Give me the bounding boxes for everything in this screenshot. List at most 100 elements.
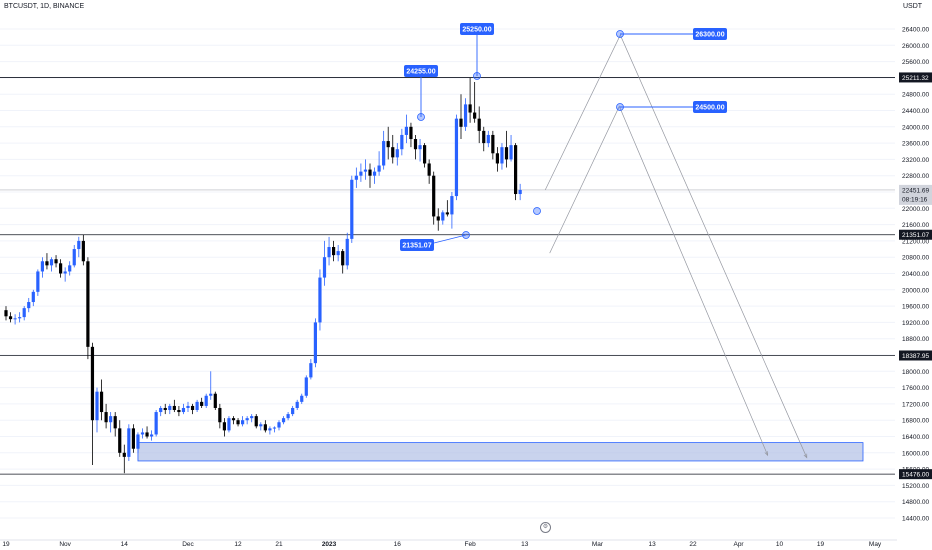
candle-body [122,452,126,457]
time-tick-label: 13 [521,541,529,548]
time-tick-label: Mar [592,541,604,548]
candle-body [495,153,499,164]
candle-body [509,145,513,160]
candle-body [286,414,290,419]
callout-24255-label: 24255.00 [406,69,435,76]
candle-body [109,416,113,423]
callout-25250-box [460,23,494,35]
price-tick-label: 20000.00 [902,287,929,294]
price-tick-label: 22000.00 [902,206,929,213]
time-tick-label: Nov [59,541,71,548]
candle-body [159,407,163,413]
price-tick-label: 14800.00 [902,499,929,506]
level-price-label: 21351.07 [902,232,929,239]
callout-24255-box [404,65,438,77]
candle-body [386,141,390,148]
callout-21351-box [400,239,434,251]
time-tick-label: 22 [689,541,697,548]
candle-body [450,196,454,215]
candle-body [350,179,354,239]
price-tick-label: 16000.00 [902,450,929,457]
candle-body [90,346,95,421]
candle-body [236,420,240,425]
candle-body [136,434,140,449]
gear-icon[interactable]: ⚙ [540,522,551,533]
price-tick-label: 20800.00 [902,255,929,262]
candle-body [99,391,104,413]
candle-body [486,134,490,144]
candle-body [127,428,131,457]
candle-body [86,261,90,347]
candle-body [213,393,217,408]
callout-24255-anchor [417,113,425,121]
candle-body [313,322,317,364]
candle-body [441,212,445,221]
candle-body [59,263,63,274]
candle-body [254,416,258,427]
price-axis[interactable]: 26400.0026000.0025600.0025200.0024800.00… [897,0,932,550]
horizontal-levels [0,77,895,475]
candle-body [222,422,226,431]
candle-body [504,147,509,160]
candle-body [231,418,236,421]
candle-body [291,407,295,415]
candle-body [181,407,186,413]
candle-body [259,424,263,427]
price-tick-label: 25600.00 [902,59,929,66]
candle-body [36,271,40,292]
candle-body [427,163,431,176]
price-tick-label: 18800.00 [902,336,929,343]
candle-body [4,310,8,317]
candle-body [45,261,49,266]
time-axis[interactable]: 19 Nov 14 Dec 12 21 2023 16 Feb 13 Mar 13 22 Apr 10 19 M… [0,539,932,548]
candle-body [354,175,358,180]
candlestick-series [4,77,522,474]
level-price-label: 18387.95 [902,353,929,360]
candle-body [281,418,286,423]
grid-lines [0,28,895,519]
support-zone[interactable] [137,442,864,462]
currency-label: USDT [903,3,923,10]
candle-body [27,302,31,309]
candle-body [63,271,67,274]
price-tick-label: 16400.00 [902,434,929,441]
candle-body [363,169,368,172]
candle-body [318,277,322,323]
price-tick-label: 23200.00 [902,157,929,164]
time-tick-label: 21 [275,541,283,548]
callout-25250: 25250.00 [460,23,494,80]
price-tick-label: 22800.00 [902,173,929,180]
candle-body [277,422,281,428]
callout-24500-anchor [616,103,624,111]
price-tick-label: 14400.00 [902,516,929,523]
callout-25250-label: 25250.00 [462,27,491,34]
candle-body [372,171,377,176]
candle-body [190,405,195,411]
price-callouts[interactable]: 24255.00 25250.00 21351.07 26300.00 24500.00 [400,23,727,251]
candle-body [400,134,404,150]
candle-body [272,427,277,429]
candle-body [327,247,331,258]
price-tick-label: 24800.00 [902,92,929,99]
support-zone-box [137,442,864,462]
candle-body [150,434,154,437]
callout-26300-anchor [616,30,624,38]
candle-body [154,412,158,435]
time-tick-label: 14 [121,541,129,548]
candle-body [454,118,459,197]
price-tick-label: 21600.00 [902,222,929,229]
callout-26300-box [693,28,727,40]
candle-body [413,139,418,150]
callout-21351-leader [433,234,467,244]
candle-body [500,147,504,164]
price-tick-label: 26000.00 [902,43,929,50]
candle-body [8,316,13,320]
candle-body [68,265,72,272]
candle-body [322,257,327,278]
callout-25250-anchor [473,72,481,80]
callout-21351: 21351.07 [400,231,470,251]
candle-body [245,418,249,421]
projection-lines[interactable] [544,34,808,459]
candle-body [295,401,299,408]
